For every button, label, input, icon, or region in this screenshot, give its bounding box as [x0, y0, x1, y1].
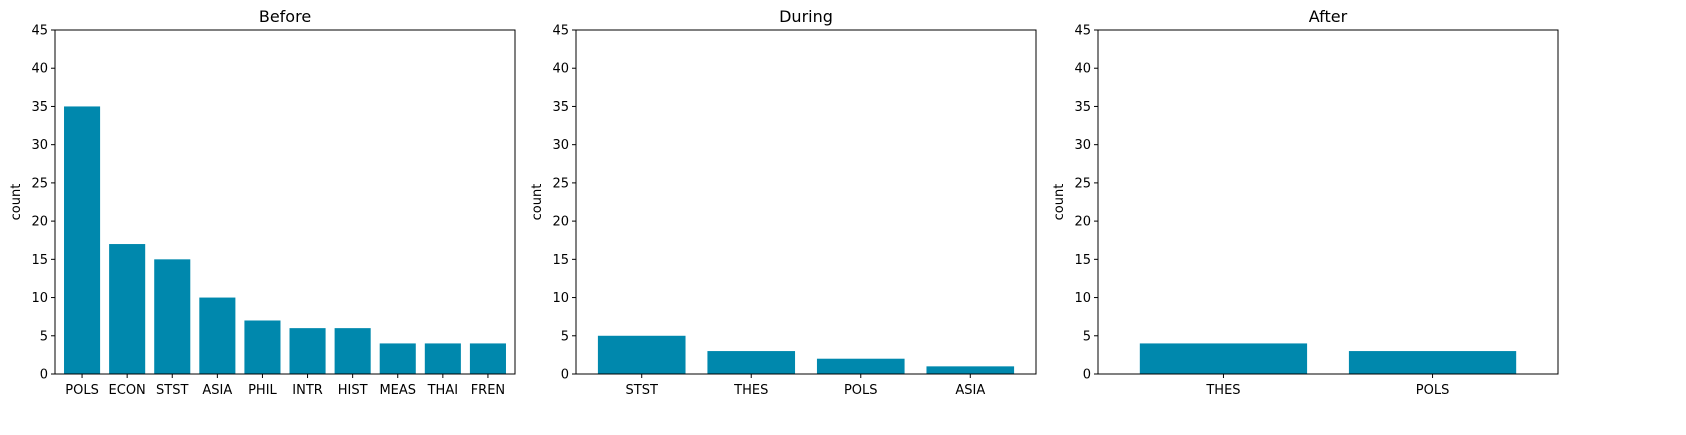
y-tick-label: 30 [1074, 138, 1091, 153]
y-tick-label: 0 [561, 368, 569, 383]
y-tick-label: 15 [1074, 253, 1091, 268]
bar-pols [64, 106, 101, 374]
y-tick-label: 0 [40, 368, 48, 383]
x-tick-label: THES [733, 383, 768, 398]
y-tick-label: 30 [552, 138, 569, 153]
y-tick-label: 40 [552, 62, 569, 77]
axes-frame [1097, 29, 1559, 375]
y-tick-label: 35 [552, 100, 569, 115]
subplot-before: 0 5 10 15 20 25 30 35 40 45 POLS ECON STST ASIA PHIL IN… [9, 7, 516, 398]
x-tick-label: ASIA [955, 383, 985, 398]
y-tick-label: 30 [31, 138, 48, 153]
axes-frame [54, 29, 516, 375]
x-tick-label: POLS [1416, 383, 1450, 398]
bar-hist [334, 328, 371, 374]
bar-econ [109, 244, 146, 374]
x-tick-label: MEAS [379, 383, 416, 398]
x-tick-label: ECON [109, 383, 146, 398]
bar-intr [289, 328, 326, 374]
y-tick-label: 10 [31, 291, 48, 306]
x-tick-label: STST [156, 383, 188, 398]
y-tick-label: 35 [1074, 100, 1091, 115]
bar-phil [244, 320, 281, 374]
x-tick-label: POLS [65, 383, 99, 398]
x-tick-label: PHIL [248, 383, 277, 398]
y-tick-label: 15 [31, 253, 48, 268]
bar-stst [154, 259, 191, 374]
bar-stst [597, 335, 686, 374]
chart-title: During [779, 7, 833, 26]
bar-thes [1139, 343, 1308, 374]
y-tick-label: 15 [552, 253, 569, 268]
y-tick-label: 20 [31, 215, 48, 230]
y-tick-label: 40 [1074, 62, 1091, 77]
x-tick-label: FREN [471, 383, 505, 398]
x-tick-label: HIST [338, 383, 368, 398]
chart-title: Before [259, 7, 311, 26]
y-axis-label: count [1052, 184, 1067, 221]
subplot-after: 0 5 10 15 20 25 30 35 40 45 THES POLS After count [1052, 7, 1559, 398]
x-tick-label: ASIA [202, 383, 232, 398]
y-tick-label: 10 [1074, 291, 1091, 306]
bar-pols [1348, 351, 1517, 374]
bar-pols [816, 358, 905, 374]
y-tick-label: 5 [561, 329, 569, 344]
bar-meas [379, 343, 416, 374]
x-tick-label: INTR [292, 383, 323, 398]
bar-asia [199, 297, 236, 374]
y-tick-label: 20 [1074, 215, 1091, 230]
y-tick-label: 40 [31, 62, 48, 77]
y-tick-label: 10 [552, 291, 569, 306]
axes-frame [575, 29, 1037, 375]
y-tick-label: 25 [31, 176, 48, 191]
chart-title: After [1309, 7, 1348, 26]
y-axis-label: count [9, 184, 24, 221]
y-tick-label: 20 [552, 215, 569, 230]
y-tick-label: 25 [1074, 176, 1091, 191]
x-tick-label: THAI [427, 383, 458, 398]
y-tick-label: 45 [31, 24, 48, 39]
y-tick-label: 25 [552, 176, 569, 191]
y-tick-label: 0 [1083, 368, 1091, 383]
y-tick-label: 5 [1083, 329, 1091, 344]
bar-thai [424, 343, 461, 374]
subplot-during: 0 5 10 15 20 25 30 35 40 45 STST THES POLS ASIA During… [530, 7, 1037, 398]
y-tick-label: 45 [1074, 24, 1091, 39]
y-tick-label: 45 [552, 24, 569, 39]
x-tick-label: POLS [844, 383, 878, 398]
bar-asia [926, 366, 1015, 374]
y-axis-label: count [530, 184, 545, 221]
bar-thes [707, 351, 796, 374]
x-tick-label: STST [626, 383, 658, 398]
y-tick-label: 5 [40, 329, 48, 344]
y-tick-label: 35 [31, 100, 48, 115]
bar-fren [469, 343, 506, 374]
x-tick-label: THES [1205, 383, 1240, 398]
